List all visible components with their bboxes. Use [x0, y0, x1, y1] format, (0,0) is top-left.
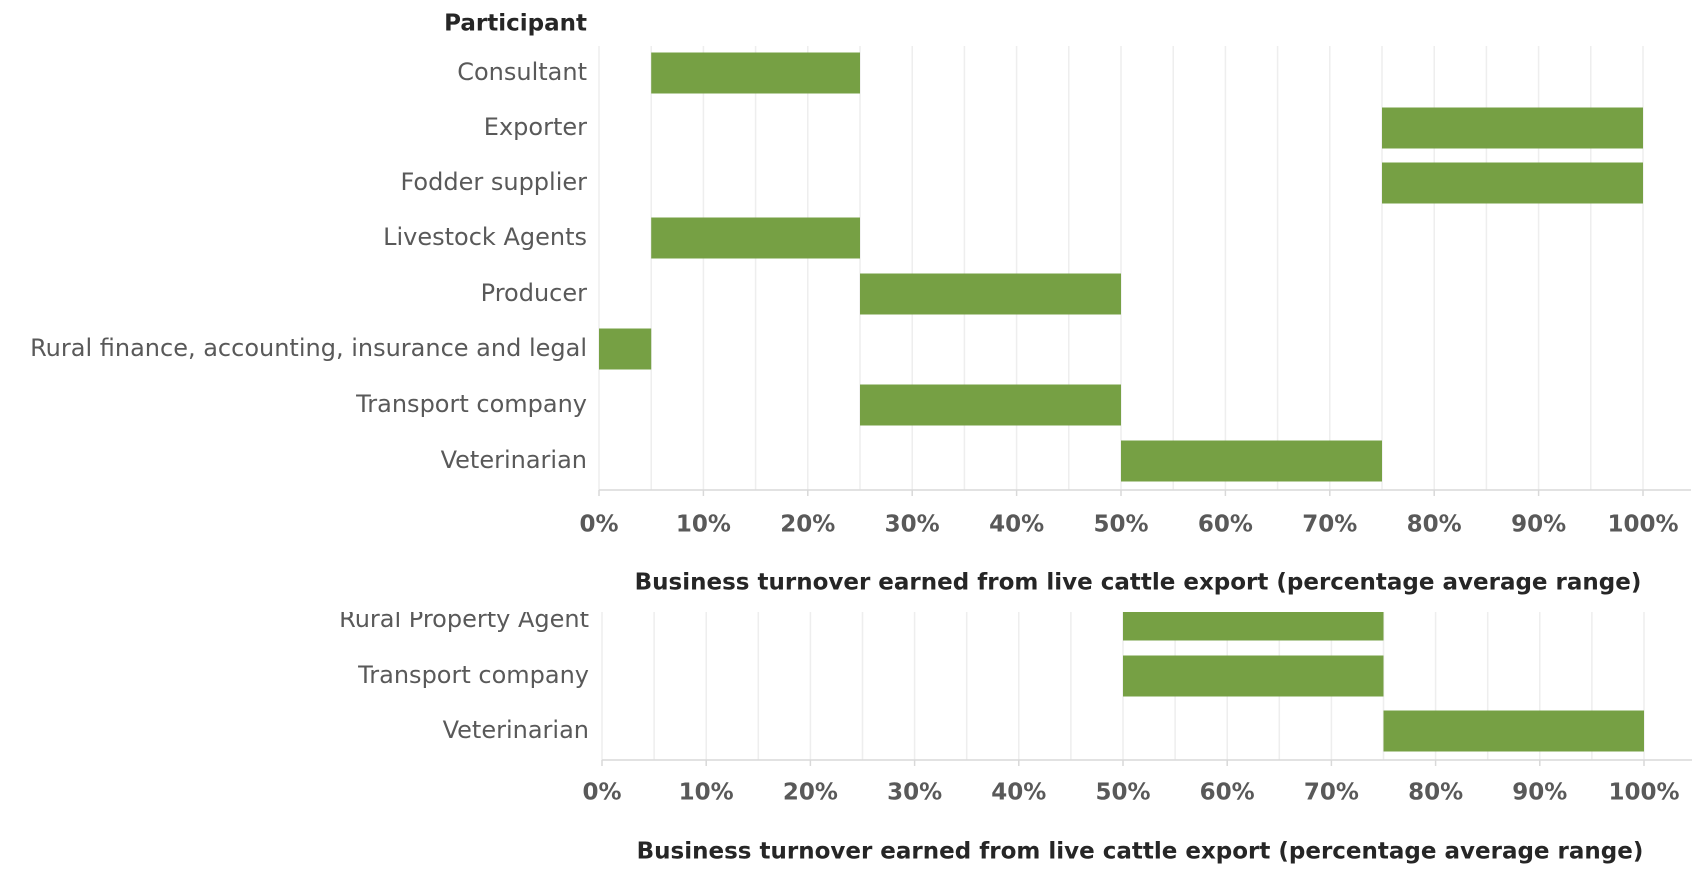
- x-tick-label: 70%: [1304, 780, 1359, 806]
- x-tick-label: 70%: [1302, 512, 1357, 538]
- x-tick-label: 100%: [1608, 780, 1679, 806]
- x-tick-label: 50%: [1095, 780, 1150, 806]
- x-tick-label: 20%: [780, 512, 835, 538]
- category-label: Exporter: [484, 113, 587, 141]
- x-tick-label: 0%: [582, 780, 621, 806]
- x-tick-label: 20%: [783, 780, 838, 806]
- x-tick-label: 60%: [1198, 512, 1253, 538]
- x-tick-label: 50%: [1093, 512, 1148, 538]
- range-bar: [1121, 440, 1382, 482]
- category-label: Rural Property Agent: [339, 605, 589, 633]
- x-tick-label: 90%: [1512, 780, 1567, 806]
- category-label: Fodder supplier: [400, 168, 587, 196]
- x-tick-label: 0%: [579, 512, 618, 538]
- range-bar: [1123, 612, 1384, 641]
- x-axis-title: Business turnover earned from live cattl…: [635, 570, 1642, 596]
- range-bar: [860, 273, 1121, 315]
- x-tick-label: 10%: [679, 780, 734, 806]
- x-tick-label: 90%: [1511, 512, 1566, 538]
- range-bar: [1382, 107, 1643, 149]
- range-bar: [1382, 162, 1643, 204]
- range-bar: [651, 217, 860, 259]
- range-bar: [1123, 655, 1384, 697]
- y-axis-title: Participant: [444, 11, 587, 37]
- panel-top: 0% 10% 20% 30% 40% 50% 60% 70% 80% 90% 100% Consult…: [30, 46, 1691, 538]
- x-axis-title: Business turnover earned from live cattl…: [637, 839, 1644, 865]
- range-bar: [1383, 710, 1644, 752]
- range-bar: [651, 52, 860, 94]
- panel-bottom: 0% 10% 20% 30% 40% 50% 60% 70% 80% 90% 100% Rural P…: [339, 605, 1692, 806]
- x-tick-label: 80%: [1407, 512, 1462, 538]
- x-tick-label: 30%: [885, 512, 940, 538]
- category-label: Livestock Agents: [383, 223, 587, 251]
- category-label: Consultant: [457, 58, 587, 86]
- x-tick-label: 80%: [1408, 780, 1463, 806]
- range-bar: [599, 328, 652, 370]
- category-label: Veterinarian: [441, 446, 587, 474]
- category-label: Transport company: [355, 390, 587, 418]
- x-tick-label: 60%: [1200, 780, 1255, 806]
- x-tick-label: 30%: [887, 780, 942, 806]
- range-bar: [860, 384, 1121, 426]
- category-label: Transport company: [357, 661, 589, 689]
- category-label: Veterinarian: [443, 716, 589, 744]
- category-label: Producer: [481, 279, 587, 307]
- x-tick-label: 10%: [676, 512, 731, 538]
- category-label: Rural finance, accounting, insurance and…: [30, 334, 587, 362]
- x-tick-label: 40%: [989, 512, 1044, 538]
- x-tick-label: 100%: [1607, 512, 1678, 538]
- x-tick-label: 40%: [991, 780, 1046, 806]
